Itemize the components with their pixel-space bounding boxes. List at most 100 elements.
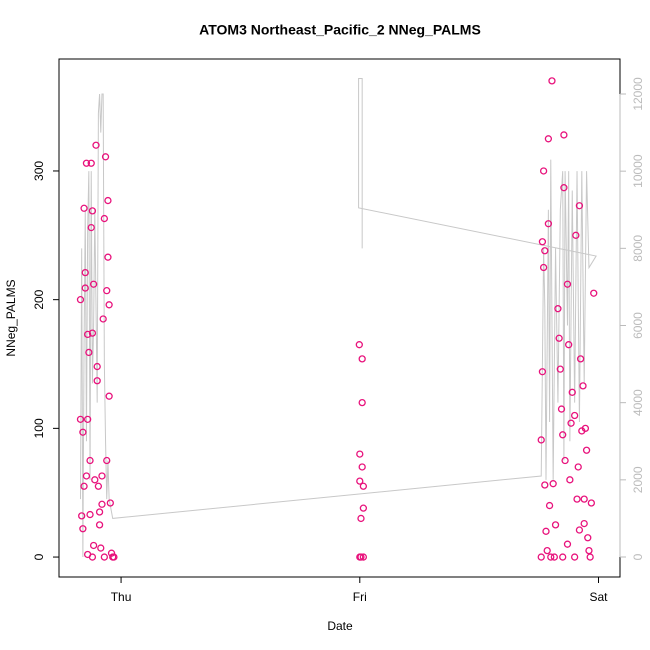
- data-point: [586, 553, 594, 561]
- data-point: [590, 289, 598, 297]
- data-point: [357, 553, 365, 561]
- data-point: [538, 238, 547, 246]
- data-point: [358, 398, 366, 407]
- data-point: [560, 131, 568, 139]
- data-point: [359, 553, 368, 561]
- data-point: [87, 159, 95, 167]
- data-point: [98, 500, 106, 508]
- data-point: [575, 526, 584, 534]
- data-point: [100, 553, 109, 561]
- y2-tick-label: 12000: [631, 77, 645, 111]
- data-point: [566, 476, 574, 484]
- data-point: [82, 472, 91, 480]
- data-point: [91, 476, 99, 484]
- data-point: [82, 159, 91, 167]
- y-axis-label: NNeg_PALMS: [4, 279, 18, 356]
- data-point: [582, 446, 591, 454]
- plot-box: [58, 58, 621, 578]
- data-point: [357, 514, 365, 523]
- data-point: [76, 415, 85, 423]
- data-point: [106, 499, 114, 507]
- data-point: [557, 405, 566, 413]
- data-point: [79, 525, 87, 533]
- y2-tick-label: 4000: [631, 389, 645, 416]
- data-point: [93, 377, 101, 385]
- data-point: [547, 553, 555, 561]
- data-point: [80, 204, 88, 212]
- data-point: [580, 495, 588, 503]
- data-point: [86, 456, 94, 465]
- data-point: [95, 521, 104, 529]
- data-point: [103, 456, 111, 465]
- data-point: [551, 521, 560, 529]
- x-tick-label: Sat: [590, 590, 609, 604]
- data-point: [537, 436, 545, 444]
- y2-tick-label: 2000: [631, 466, 645, 493]
- data-point: [358, 463, 366, 471]
- data-point: [99, 315, 107, 323]
- data-line: [79, 78, 597, 558]
- data-point: [78, 512, 86, 520]
- data-point: [579, 382, 587, 390]
- data-point: [560, 184, 568, 192]
- data-point: [575, 202, 584, 210]
- data-point: [92, 141, 100, 149]
- data-point: [359, 482, 368, 490]
- data-point: [89, 541, 98, 550]
- data-point: [356, 477, 364, 485]
- data-point: [550, 553, 559, 561]
- data-point: [89, 280, 98, 288]
- data-point: [548, 77, 556, 85]
- data-point: [83, 415, 92, 423]
- y-tick-label: 200: [32, 289, 46, 309]
- data-point: [88, 207, 97, 215]
- data-point: [100, 214, 109, 223]
- data-point: [581, 424, 590, 433]
- data-point: [545, 501, 554, 510]
- data-point: [559, 431, 567, 439]
- data-point: [539, 263, 548, 272]
- data-point: [86, 510, 94, 519]
- chart-title: ATOM3 Northeast_Pacific_2 NNeg_PALMS: [199, 22, 481, 38]
- data-point: [98, 472, 106, 480]
- data-point: [358, 355, 366, 363]
- y-tick-label: 0: [32, 553, 46, 560]
- y2-tick-label: 8000: [631, 235, 645, 262]
- data-point: [538, 368, 547, 376]
- data-point: [542, 527, 550, 535]
- data-point: [544, 135, 553, 143]
- data-point: [587, 499, 596, 507]
- data-point: [561, 456, 569, 465]
- data-point: [103, 287, 111, 295]
- data-point: [580, 519, 588, 528]
- data-point: [87, 223, 95, 232]
- data-point: [85, 348, 93, 357]
- data-point: [81, 284, 89, 292]
- data-point: [355, 341, 363, 349]
- data-point: [83, 330, 92, 339]
- y-tick-label: 100: [32, 418, 46, 438]
- data-point: [549, 480, 557, 488]
- x-axis-label: Date: [327, 619, 353, 633]
- data-point: [95, 508, 104, 516]
- data-point: [94, 482, 103, 490]
- y2-tick-label: 0: [631, 553, 645, 560]
- y-tick-label: 300: [32, 161, 46, 181]
- data-point: [81, 268, 89, 277]
- data-point: [584, 534, 592, 542]
- data-point: [572, 231, 580, 239]
- data-point: [570, 411, 579, 420]
- y2-tick-label: 10000: [631, 154, 645, 188]
- data-point: [543, 546, 551, 555]
- data-point: [101, 153, 110, 161]
- data-point: [563, 540, 572, 548]
- data-point: [356, 450, 364, 458]
- x-tick-label: Thu: [111, 590, 132, 604]
- data-point: [537, 553, 545, 561]
- data-point: [110, 553, 118, 561]
- data-point: [541, 247, 549, 255]
- data-point: [539, 167, 548, 175]
- data-point: [544, 220, 553, 228]
- data-point: [541, 481, 549, 489]
